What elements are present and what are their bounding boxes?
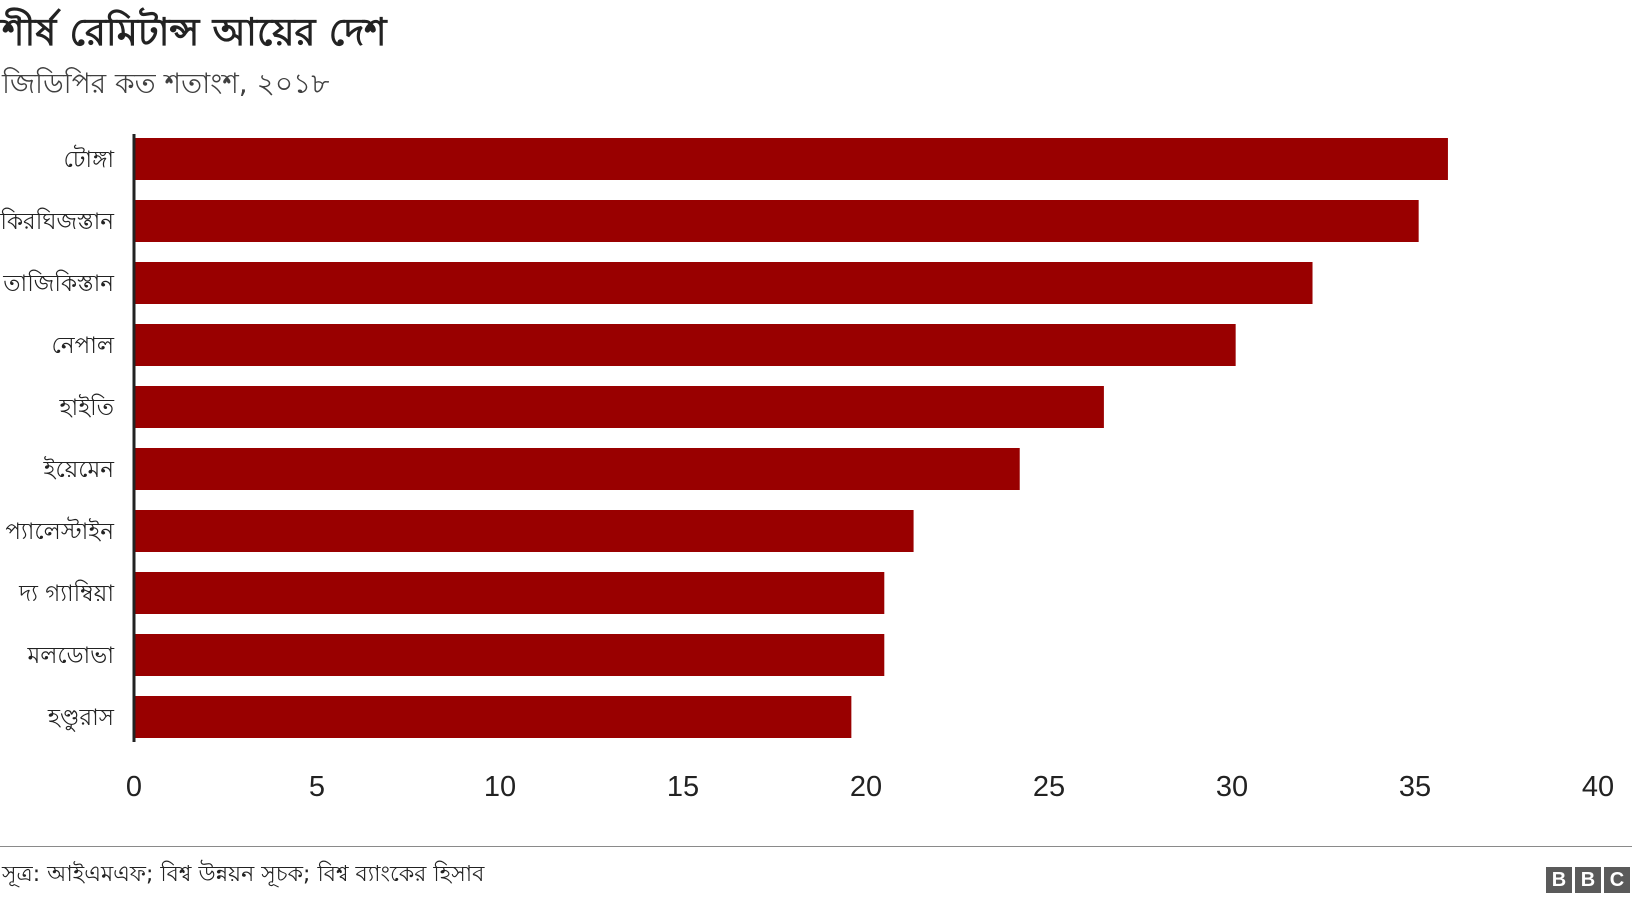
x-tick-label: 5 (309, 771, 325, 803)
bar (134, 510, 914, 552)
x-tick-label: 25 (1033, 771, 1065, 803)
bar (134, 572, 885, 614)
bar (134, 386, 1104, 428)
category-label: হণ্ডুরাস (47, 705, 115, 732)
x-tick-label: 40 (1582, 771, 1614, 803)
bbc-logo-block: B (1546, 867, 1572, 893)
category-label: প্যালেস্টাইন (5, 517, 115, 545)
bar (134, 448, 1020, 490)
bar-chart: টোঙ্গা কিরঘিজস্তান তাজিকিস্তান নেপাল হাইতি ইয… (0, 134, 1614, 803)
category-label: নেপাল (52, 333, 115, 359)
bar (134, 324, 1236, 366)
x-tick-label: 20 (850, 771, 882, 803)
category-label: টোঙ্গা (64, 145, 115, 173)
footer-divider (0, 846, 1632, 847)
category-labels: টোঙ্গা কিরঘিজস্তান তাজিকিস্তান নেপাল হাইতি ইয… (0, 145, 115, 732)
x-tick-label: 10 (484, 771, 516, 803)
category-label: তাজিকিস্তান (2, 270, 115, 297)
x-tick-label: 35 (1399, 771, 1431, 803)
bar (134, 634, 885, 676)
bbc-logo-block: B (1575, 867, 1601, 893)
bars-group (134, 138, 1448, 738)
category-label: দ্য গ্যাম্বিয়া (18, 580, 114, 607)
source-note: সূত্র: আইএমএফ; বিশ্ব উন্নয়ন সূচক; বিশ্ব… (2, 862, 485, 887)
x-tick-label: 0 (126, 771, 142, 803)
bbc-logo-block: C (1604, 867, 1630, 893)
bar (134, 262, 1313, 304)
x-tick-labels: 0 5 10 15 20 25 30 35 40 (126, 771, 1614, 803)
category-label: হাইতি (58, 394, 114, 421)
x-tick-label: 30 (1216, 771, 1248, 803)
chart-title: শীর্ষ রেমিটান্স আয়ের দেশ (2, 10, 387, 54)
bbc-logo: B B C (1546, 867, 1630, 893)
category-label: ইয়েমেন (43, 456, 116, 483)
chart-subtitle: জিডিপির কত শতাংশ, ২০১৮ (2, 67, 330, 100)
bar (134, 696, 852, 738)
category-label: কিরঘিজস্তান (0, 208, 115, 235)
category-label: মলডোভা (26, 643, 114, 669)
x-tick-label: 15 (667, 771, 699, 803)
bar (134, 200, 1419, 242)
bar (134, 138, 1448, 180)
